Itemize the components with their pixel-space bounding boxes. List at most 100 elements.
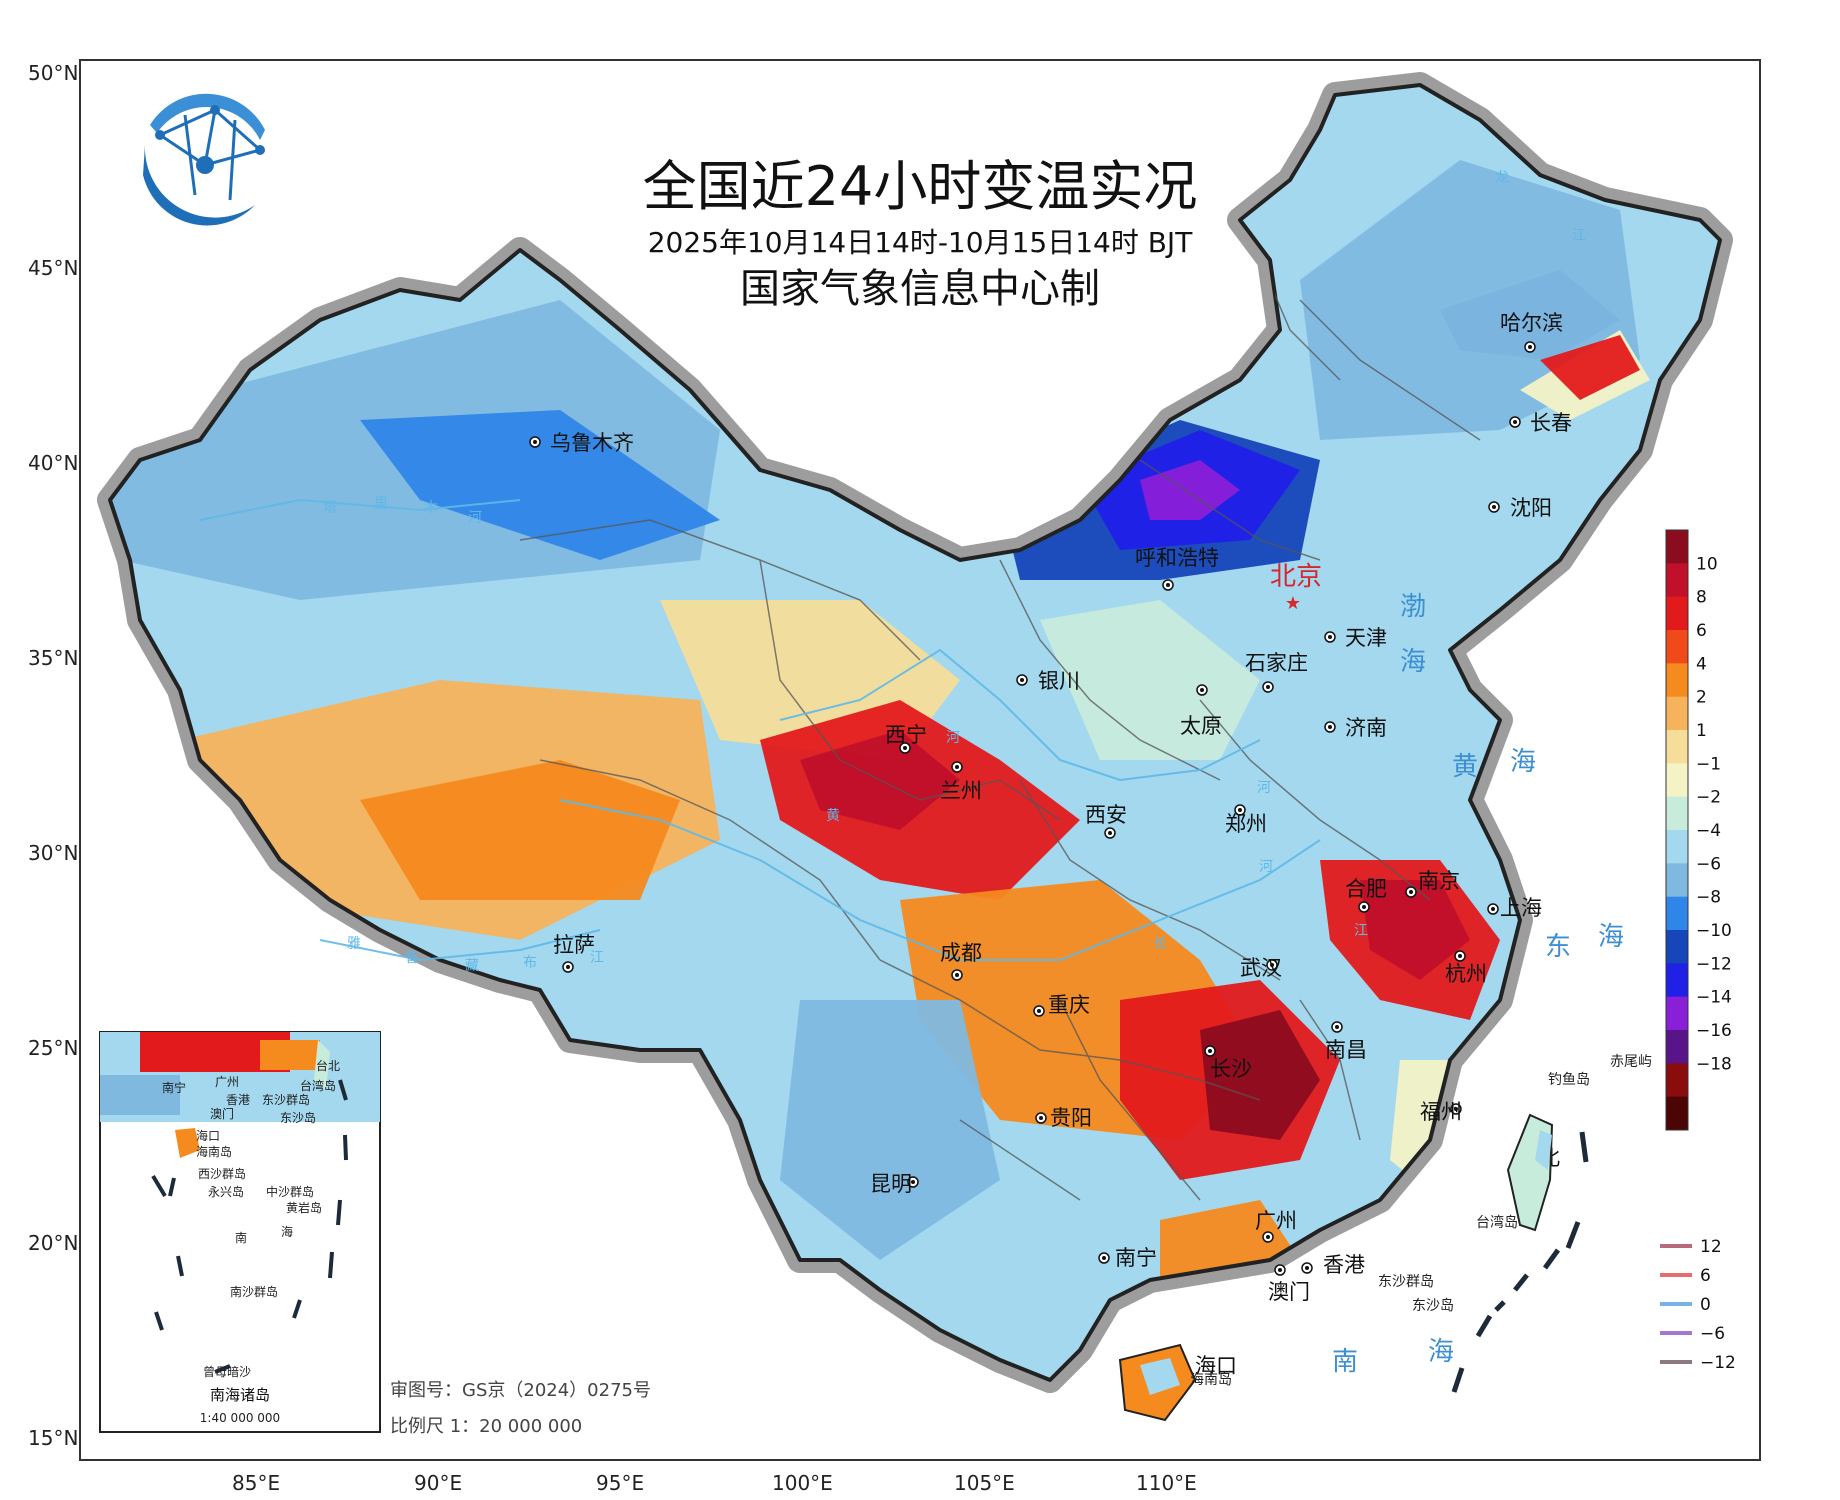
latitude-axis: 50°N 45°N 40°N 35°N 30°N 25°N 20°N 15°N	[28, 61, 78, 1450]
river-label: 江	[1354, 923, 1368, 939]
river-label: 长	[1153, 936, 1167, 952]
colorbar-swatch	[1666, 796, 1688, 831]
city-label: 石家庄	[1245, 651, 1308, 675]
lat-tick: 40°N	[28, 451, 78, 475]
city-13: 郑州	[1225, 804, 1267, 836]
city-22: 长沙	[1204, 1045, 1252, 1081]
city-label: 银川	[1038, 669, 1080, 693]
river-label: 塔	[323, 500, 337, 516]
island-label: 钓鱼岛	[1548, 1071, 1590, 1088]
inset-label: 曾母暗沙	[203, 1364, 251, 1379]
island-label: 东沙群岛	[1378, 1274, 1434, 1290]
lat-tick: 25°N	[28, 1036, 78, 1060]
inset-label: 海口	[196, 1128, 220, 1143]
lat-tick: 50°N	[28, 61, 78, 85]
yellow-river	[779, 648, 1261, 782]
city-label: 长春	[1530, 411, 1572, 435]
colorbar-swatch	[1666, 830, 1688, 864]
city-27: 昆明	[870, 1172, 919, 1196]
colorbar-tick: −12	[1696, 954, 1732, 974]
river-label: 布	[523, 955, 537, 971]
inset-label: 南	[235, 1230, 247, 1245]
city-label: 天津	[1345, 626, 1387, 650]
map-scale: 比例尺 1：20 000 000	[390, 1416, 582, 1437]
river-label: 河	[946, 730, 960, 746]
city-label: 西宁	[885, 723, 927, 747]
yarlung-river	[319, 929, 601, 962]
river-label: 雅	[347, 936, 361, 952]
city-label: 昆明	[870, 1172, 912, 1196]
inset-label: 海南岛	[196, 1144, 232, 1159]
sea-label: 渤	[1400, 592, 1426, 622]
city-label: 拉萨	[553, 933, 595, 957]
colorbar-tick: 10	[1696, 554, 1718, 574]
island-label: 赤尾屿	[1610, 1054, 1652, 1070]
colorbar-tick: 4	[1696, 654, 1707, 674]
city-16: 上海	[1487, 896, 1542, 920]
island-label: 台湾岛	[1476, 1214, 1518, 1231]
colorbar-tick: −6	[1696, 854, 1721, 874]
city-7: 银川	[1016, 669, 1080, 693]
city-6: 石家庄	[1245, 651, 1308, 693]
contour-label: 6	[1700, 1266, 1711, 1286]
city-1: 长春	[1509, 411, 1572, 435]
lon-tick: 110°E	[1136, 1471, 1197, 1495]
city-label: 海口	[1195, 1354, 1237, 1378]
city-18: 成都	[940, 941, 982, 981]
city-label: 乌鲁木齐	[550, 431, 634, 455]
city-label: 南宁	[1115, 1246, 1157, 1270]
city-0: 哈尔滨	[1500, 311, 1563, 353]
city-label: 重庆	[1048, 993, 1090, 1017]
map-title: 全国近24小时变温实况	[643, 155, 1198, 218]
lon-tick: 95°E	[596, 1471, 644, 1495]
lon-tick: 85°E	[232, 1471, 280, 1495]
inset-label: 海	[281, 1224, 293, 1239]
city-label: 香港	[1323, 1253, 1365, 1277]
lat-tick: 30°N	[28, 841, 78, 865]
sea-label: 南	[1332, 1347, 1358, 1377]
contour-label: 12	[1700, 1237, 1722, 1257]
contour-legend: 12 6 0 −6 −12	[1660, 1237, 1736, 1373]
city-9: 济南	[1324, 716, 1387, 740]
colorbar-swatch	[1666, 663, 1688, 698]
city-label: 广州	[1255, 1209, 1297, 1233]
river-label: 河	[1257, 780, 1271, 796]
river-label: 黄	[826, 807, 840, 824]
island-labels: 钓鱼岛 赤尾屿 台湾岛 东沙群岛 东沙岛 海南岛	[1190, 1054, 1652, 1388]
city-label: 沈阳	[1510, 496, 1552, 520]
city-label: 南昌	[1325, 1038, 1367, 1062]
taiwan-north	[1535, 1130, 1552, 1170]
city-label: 贵阳	[1050, 1106, 1092, 1130]
sea-label: 黄	[1452, 752, 1478, 782]
city-label: 澳门	[1268, 1280, 1310, 1304]
inset-label: 南宁	[162, 1080, 186, 1095]
taiwan-island	[1506, 1113, 1554, 1232]
sea-label: 海	[1510, 747, 1536, 777]
inset-label: 广州	[215, 1075, 239, 1089]
river-label: 藏	[465, 958, 479, 974]
city-3: 乌鲁木齐	[529, 431, 634, 455]
inset-label: 中沙群岛	[266, 1184, 314, 1199]
city-label: 福州	[1420, 1100, 1462, 1124]
inset-label: 澳门	[210, 1106, 234, 1121]
colorbar-swatch	[1666, 963, 1688, 998]
colorbar-swatch	[1666, 1030, 1688, 1064]
river-label: 鲁	[405, 950, 419, 966]
yangtze-river	[559, 799, 1321, 961]
city-label: 兰州	[940, 779, 982, 803]
river-label: 河	[468, 510, 482, 526]
city-label: 郑州	[1225, 812, 1267, 836]
maritime-boundary	[1451, 1131, 1589, 1393]
city-4: 呼和浩特	[1135, 546, 1219, 591]
lon-tick: 90°E	[414, 1471, 462, 1495]
inset-label: 南沙群岛	[230, 1284, 278, 1299]
colorbar-tick: −1	[1696, 754, 1721, 774]
city-label: 杭州	[1445, 962, 1487, 986]
inset-label: 西沙群岛	[198, 1166, 246, 1181]
inset-label: 永兴岛	[208, 1184, 244, 1199]
colorbar-tick: −8	[1696, 888, 1721, 908]
city-8: 太原	[1180, 684, 1222, 738]
inset-label: 香港	[226, 1093, 250, 1107]
colorbar-swatch	[1666, 530, 1688, 564]
